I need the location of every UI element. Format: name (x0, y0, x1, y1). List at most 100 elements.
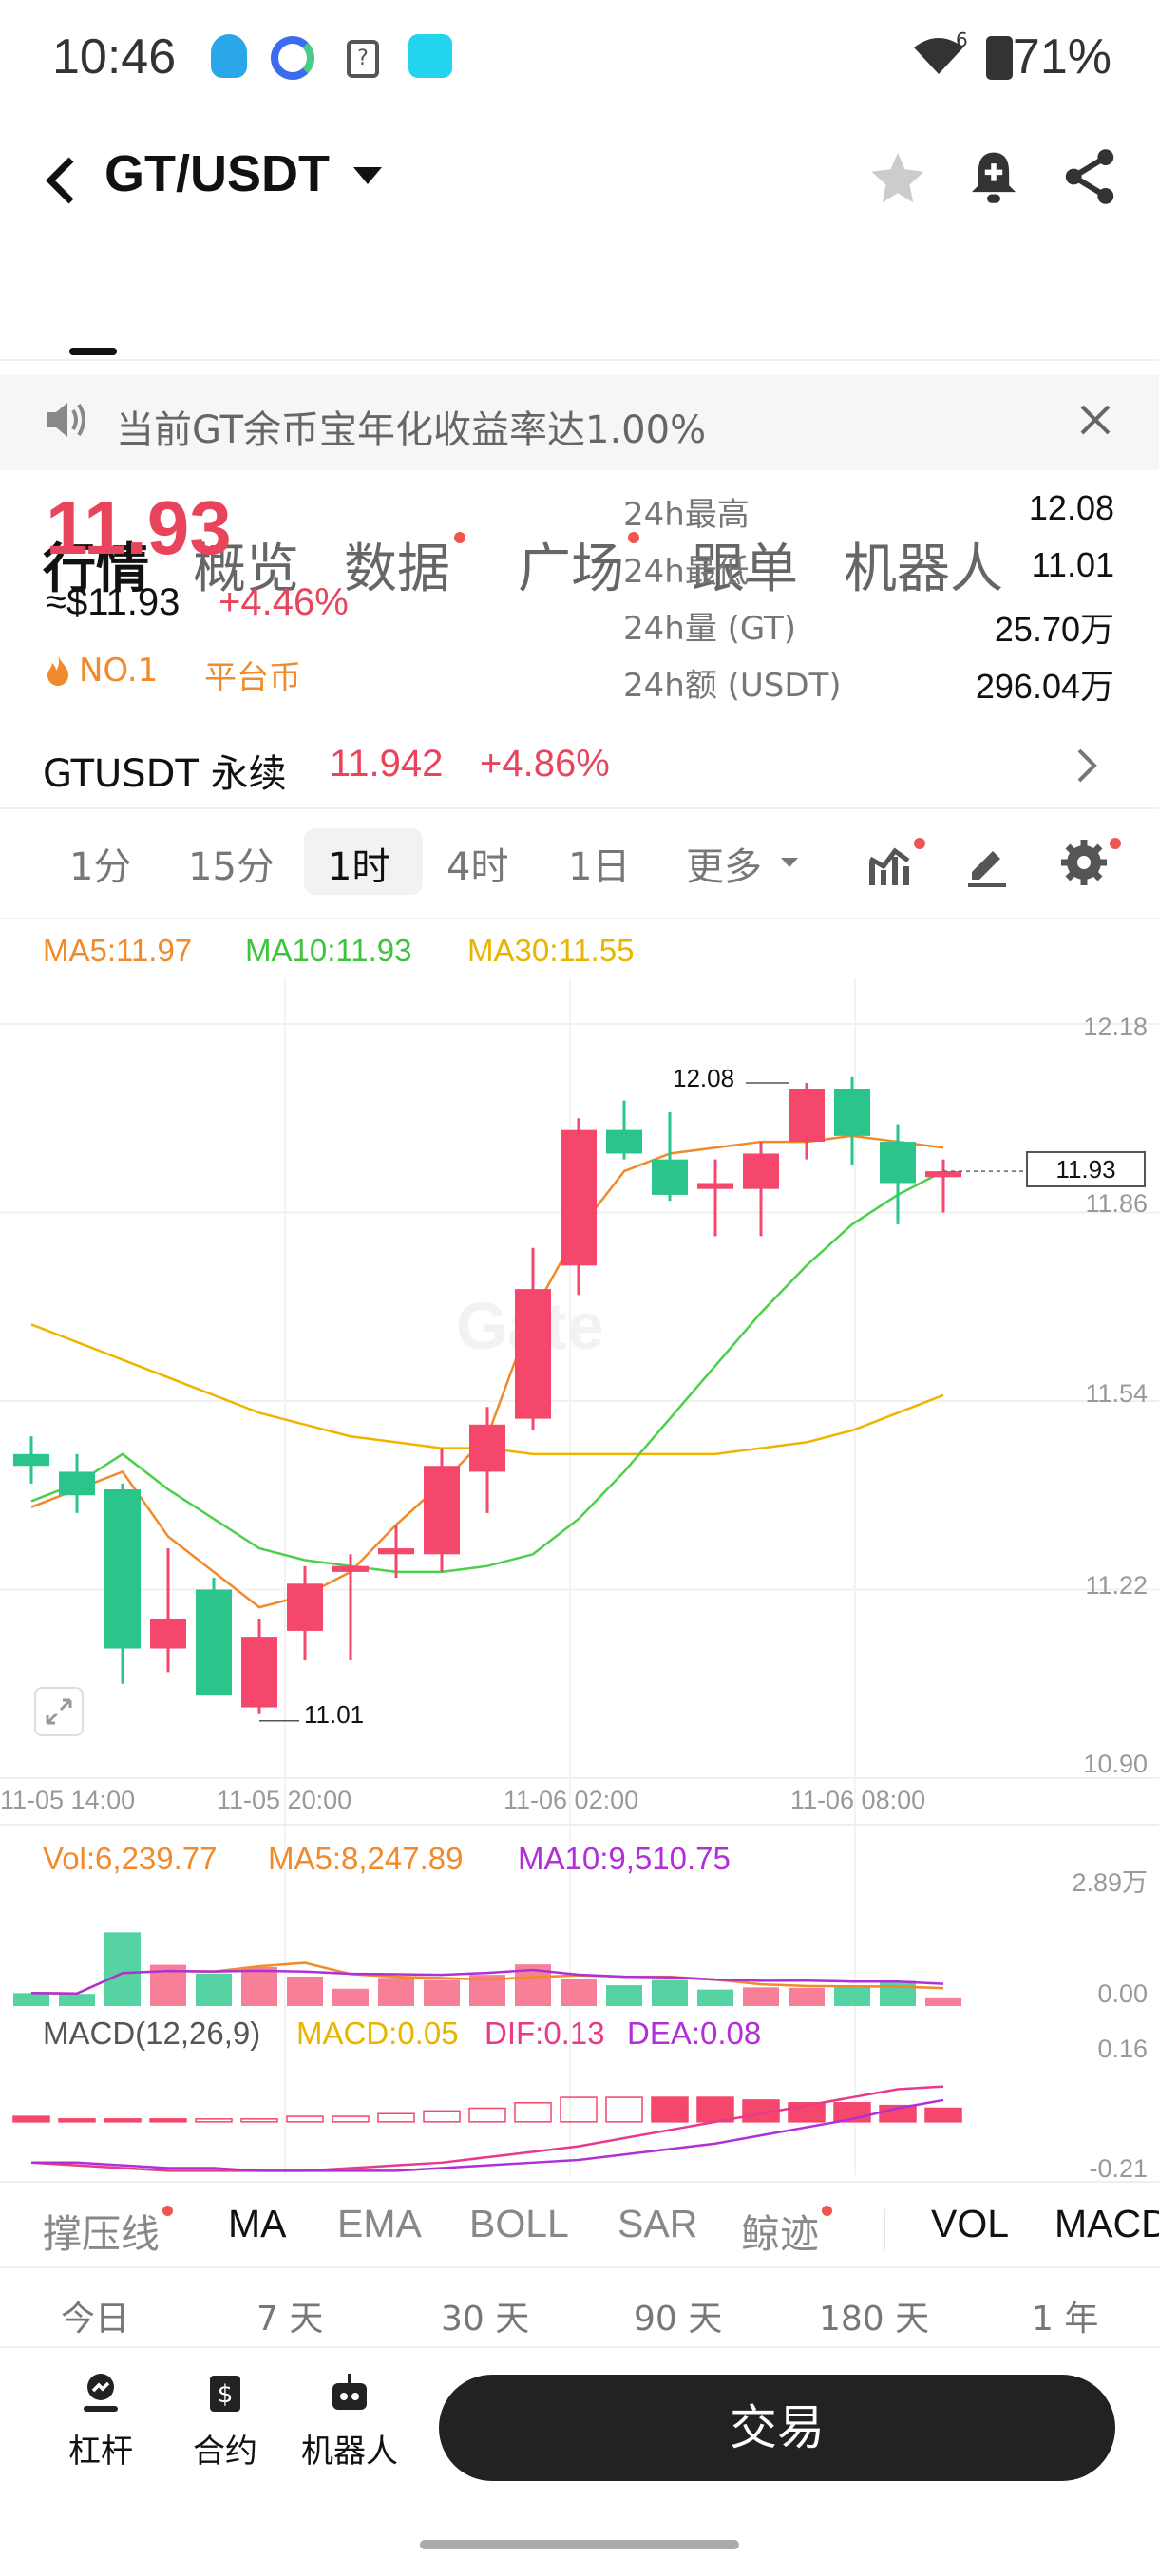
candle-body (287, 1583, 323, 1631)
candle-body (104, 1489, 141, 1649)
usd-price: ≈$11.93 (46, 581, 180, 623)
share-icon[interactable] (1062, 148, 1117, 209)
stat-value-volume: 25.70万 (994, 610, 1114, 649)
price-axis-label: 11.22 (1085, 1571, 1148, 1600)
period-30d[interactable]: 30 天 (441, 2300, 530, 2339)
timeframe-1h[interactable]: 1时 (328, 845, 390, 889)
indicator-vol[interactable]: VOL (931, 2202, 1010, 2245)
dea-value: DEA:0.08 (627, 2016, 762, 2051)
candle-body (150, 1619, 186, 1649)
close-icon[interactable] (1078, 403, 1112, 441)
ma10-line (30, 1169, 944, 1574)
tab-square[interactable]: 广场 (518, 526, 639, 603)
timeframe-bar (0, 809, 1159, 919)
settings-gear-icon[interactable] (1061, 840, 1107, 889)
candle-body (652, 1159, 688, 1195)
period-7d[interactable]: 7 天 (256, 2300, 324, 2339)
tab-overview[interactable]: 概览 (193, 539, 299, 600)
app-icon (408, 34, 452, 78)
vol-ma5-legend: MA5:8,247.89 (268, 1841, 464, 1876)
draw-pen-icon[interactable] (964, 842, 1010, 891)
candle-body (560, 1129, 597, 1266)
volume-bar (59, 1994, 95, 2006)
ma5-legend: MA5:11.97 (43, 933, 193, 968)
home-indicator[interactable] (420, 2540, 739, 2549)
indicator-boll[interactable]: BOLL (469, 2202, 569, 2245)
macd-bar (58, 2118, 96, 2123)
notification-dot (914, 838, 925, 849)
timeframe-15m[interactable]: 15分 (188, 845, 275, 889)
svg-text:$: $ (218, 2380, 234, 2409)
timeframe-4h[interactable]: 4时 (446, 845, 509, 889)
candles (13, 1076, 1026, 1722)
volume-bar (560, 1979, 597, 2006)
candle-body (332, 1565, 369, 1572)
timeframe-1m[interactable]: 1分 (69, 845, 132, 889)
nav-robot[interactable]: 机器人 (293, 2370, 407, 2472)
period-today[interactable]: 今日 (61, 2300, 130, 2339)
divider (0, 2346, 1159, 2348)
time-axis-label: 11-05 20:00 (217, 1786, 352, 1814)
chevron-right-icon[interactable] (1075, 747, 1098, 788)
ma-lines (30, 1134, 944, 1609)
main-tabs: 行情 概览 数据 广场 跟单 机器人 (0, 256, 1159, 600)
rank-badge: NO.1 (79, 652, 159, 690)
tab-copy-trading[interactable]: 跟单 (692, 539, 798, 600)
indicator-support-resistance[interactable]: 撑压线 (43, 2202, 173, 2259)
price-axis-label: 12.18 (1083, 1013, 1148, 1041)
divider (0, 359, 1159, 361)
tab-bots[interactable]: 机器人 (844, 539, 1003, 600)
nav-contract[interactable]: $ 合约 (168, 2370, 282, 2472)
divider (0, 2266, 1159, 2268)
back-icon[interactable] (43, 154, 81, 211)
indicator-icon[interactable] (866, 840, 916, 891)
stat-value-low: 11.01 (1031, 545, 1114, 584)
indicator-whale[interactable]: 鲸迹 (741, 2202, 832, 2259)
indicator-macd[interactable]: MACD (1054, 2202, 1159, 2245)
tab-data[interactable]: 数据 (344, 526, 466, 603)
time-axis-label: 11-05 14:00 (0, 1786, 136, 1814)
fullscreen-icon[interactable] (34, 1687, 84, 1736)
notice-banner[interactable] (0, 375, 1159, 470)
category-badge[interactable]: 平台币 (204, 659, 301, 697)
time-axis-label: 11-06 08:00 (790, 1786, 926, 1814)
stat-value-high: 12.08 (1028, 488, 1114, 527)
volume-bar (606, 1985, 642, 2006)
candle-body (834, 1089, 870, 1136)
vol-axis-label: 2.89万 (1072, 1868, 1148, 1897)
period-180d[interactable]: 180 天 (819, 2300, 930, 2339)
divider (0, 2181, 1159, 2183)
price-axis-label: 11.86 (1085, 1189, 1148, 1218)
timeframe-more[interactable]: 更多 (686, 845, 762, 889)
indicator-ema[interactable]: EMA (337, 2202, 422, 2245)
period-90d[interactable]: 90 天 (634, 2300, 723, 2339)
candle-body (788, 1089, 825, 1143)
candlestick-chart[interactable]: Gate (0, 978, 1159, 2194)
macd-bar (696, 2096, 734, 2123)
pair-title[interactable]: GT/USDT (104, 145, 330, 202)
notice-text: 当前GT余币宝年化收益率达1.00% (116, 408, 707, 452)
high-marker-label: 12.08 (673, 1064, 735, 1092)
nav-leverage[interactable]: 杠杆 (44, 2370, 158, 2472)
time-axis-label: 11-06 02:00 (504, 1786, 639, 1814)
chevron-down-icon[interactable] (781, 855, 798, 873)
timeframe-1d[interactable]: 1日 (568, 845, 631, 889)
tab-market[interactable]: 行情 (43, 539, 149, 600)
period-1y[interactable]: 1 年 (1032, 2300, 1099, 2339)
dropdown-caret-icon[interactable] (353, 167, 382, 190)
notification-dot (822, 2206, 832, 2216)
trade-button[interactable]: 交易 (439, 2375, 1115, 2481)
indicator-sar[interactable]: SAR (618, 2202, 698, 2245)
alert-add-icon[interactable] (967, 148, 1020, 209)
macd-bar (560, 2096, 598, 2123)
indicator-ma[interactable]: MA (228, 2202, 287, 2245)
header (0, 133, 1159, 237)
notification-dot (454, 532, 466, 543)
macd-bar (104, 2118, 142, 2123)
candle-body (697, 1183, 733, 1189)
star-icon[interactable] (869, 150, 926, 209)
candle-body (743, 1153, 779, 1189)
macd-bar (149, 2118, 187, 2123)
battery-icon (986, 36, 1013, 80)
divider (0, 918, 1159, 919)
